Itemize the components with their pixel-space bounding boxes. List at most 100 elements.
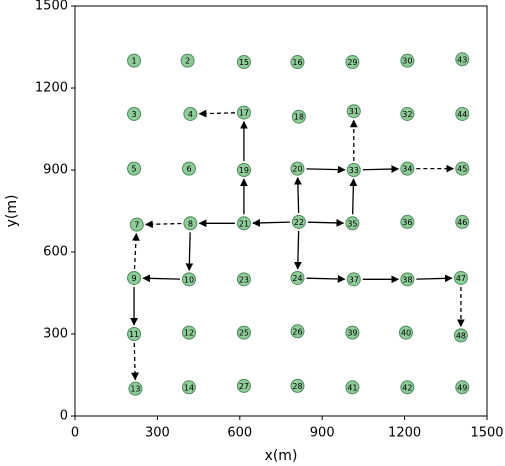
node <box>181 325 196 340</box>
node-label: 2 <box>185 57 190 66</box>
node-label: 28 <box>292 382 302 391</box>
node <box>127 270 142 285</box>
node-label: 16 <box>292 58 302 67</box>
node <box>346 104 361 119</box>
node <box>398 325 413 340</box>
arrow <box>145 220 182 229</box>
arrow <box>306 165 346 174</box>
node-label: 1 <box>132 57 137 66</box>
node <box>345 55 360 70</box>
node-label: 40 <box>401 329 411 338</box>
node-label: 30 <box>402 57 412 66</box>
node-label: 17 <box>239 109 249 118</box>
y-tick-label: 1200 <box>35 81 68 96</box>
node <box>345 380 360 395</box>
node <box>400 53 415 68</box>
plot-frame <box>74 5 488 417</box>
arrow <box>252 219 290 227</box>
node-label: 29 <box>347 58 357 67</box>
node <box>290 378 305 393</box>
node <box>400 380 415 395</box>
node-label: 15 <box>239 58 249 67</box>
arrows <box>130 109 465 381</box>
y-axis-label: y(m) <box>4 195 20 228</box>
node-label: 35 <box>347 219 357 228</box>
x-tick-label: 600 <box>227 426 252 441</box>
arrow <box>416 274 453 283</box>
node <box>236 325 251 340</box>
node <box>400 106 415 121</box>
node <box>236 105 251 120</box>
node-label: 36 <box>402 218 412 227</box>
node <box>453 270 468 285</box>
node <box>290 270 305 285</box>
node <box>183 216 198 231</box>
node-label: 21 <box>239 219 249 228</box>
node-label: 38 <box>402 275 412 284</box>
node-label: 23 <box>239 275 249 284</box>
node <box>183 106 198 121</box>
node-label: 8 <box>188 219 193 228</box>
y-tick-label: 900 <box>43 163 68 178</box>
node-label: 13 <box>130 385 140 394</box>
node <box>400 272 415 287</box>
node <box>455 161 470 176</box>
node-label: 7 <box>134 221 139 230</box>
node <box>290 324 305 339</box>
y-tick-label: 1500 <box>35 0 68 14</box>
arrow <box>185 232 194 272</box>
arrow <box>362 165 400 173</box>
node <box>127 161 142 176</box>
arrow <box>293 230 302 270</box>
node-label: 12 <box>184 329 194 338</box>
node <box>345 325 360 340</box>
node <box>290 55 305 70</box>
arrow <box>293 176 302 213</box>
node <box>455 106 470 121</box>
node <box>181 380 196 395</box>
node-label: 49 <box>457 383 467 392</box>
x-tick-label: 0 <box>71 426 79 441</box>
node-label: 43 <box>457 55 467 64</box>
x-tick-label: 1200 <box>388 426 421 441</box>
node <box>236 163 251 177</box>
arrow <box>142 274 181 283</box>
x-axis-label: x(m) <box>265 448 298 464</box>
arrow <box>131 342 139 381</box>
node <box>400 214 415 229</box>
node <box>290 161 305 176</box>
arrow <box>349 178 358 215</box>
node <box>236 55 251 70</box>
node-label: 14 <box>184 383 194 392</box>
node <box>455 214 470 229</box>
node <box>291 214 306 229</box>
node-label: 42 <box>402 383 412 392</box>
node-label: 3 <box>132 110 137 119</box>
node <box>453 328 468 343</box>
node-label: 20 <box>292 165 302 174</box>
node <box>236 378 251 393</box>
node-label: 46 <box>457 218 467 227</box>
node-label: 6 <box>186 165 191 174</box>
node-label: 45 <box>457 165 467 174</box>
node <box>345 216 360 231</box>
node-label: 10 <box>184 275 194 284</box>
node-label: 18 <box>294 113 304 122</box>
node <box>127 327 142 341</box>
node <box>180 53 195 68</box>
node-label: 44 <box>457 110 467 119</box>
node-label: 37 <box>349 275 359 284</box>
arrow <box>307 218 345 227</box>
arrow <box>198 109 235 118</box>
node-label: 27 <box>239 382 249 391</box>
node-label: 39 <box>347 329 357 338</box>
node-label: 32 <box>402 110 412 119</box>
arrow <box>306 275 346 283</box>
node-label: 34 <box>402 165 412 174</box>
node <box>455 52 470 67</box>
node <box>127 53 142 68</box>
node-label: 4 <box>188 110 193 119</box>
node <box>455 380 470 395</box>
node <box>181 161 196 176</box>
